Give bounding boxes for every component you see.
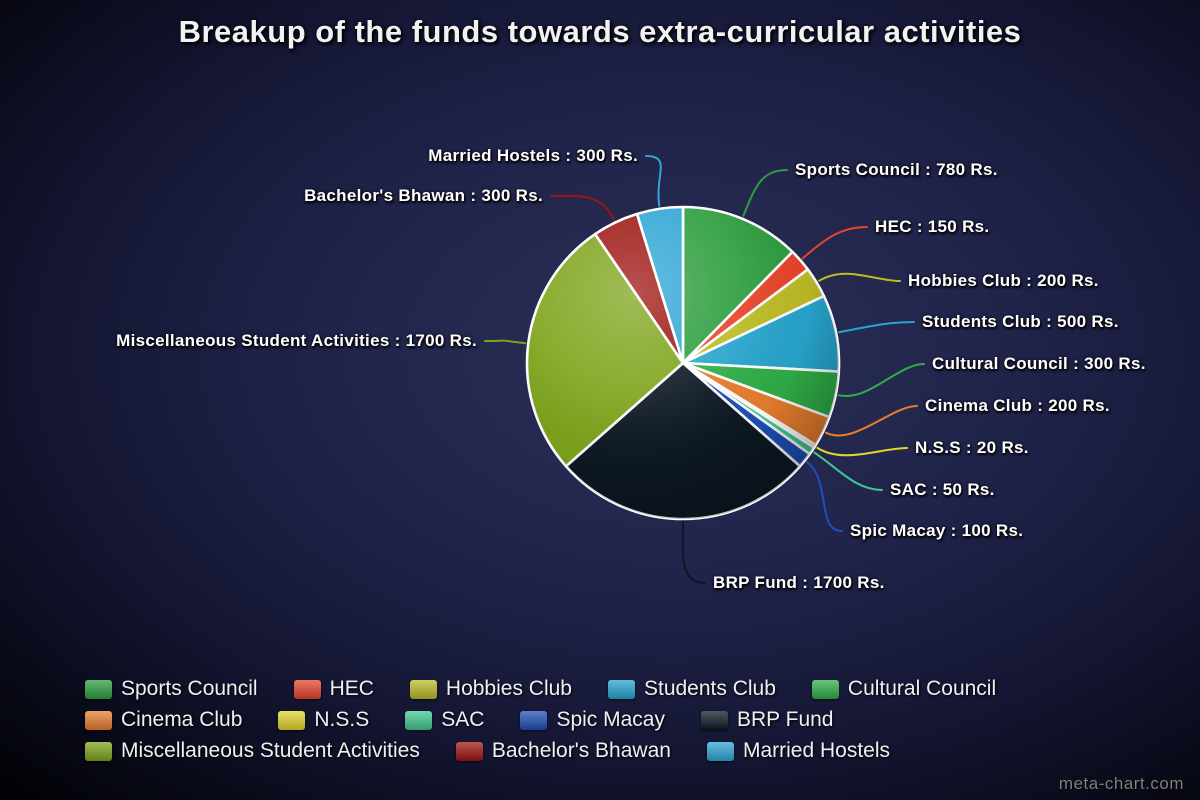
legend-label-sac: SAC (441, 708, 485, 731)
legend-swatch-spic-macay (520, 710, 548, 730)
pie-gloss-overlay (527, 207, 839, 519)
legend-swatch-n-s-s (278, 710, 306, 730)
leader-line-sac (813, 451, 883, 491)
chart-title: Breakup of the funds towards extra-curri… (178, 14, 1022, 49)
legend-item-cinema-club: Cinema Club (85, 708, 242, 732)
leader-line-bachelor-s-bhawan (550, 194, 615, 221)
leader-line-n-s-s (816, 446, 908, 457)
legend-item-sports-council: Sports Council (85, 677, 258, 701)
legend-label-hec: HEC (329, 677, 374, 700)
legend-label-students-club: Students Club (643, 677, 776, 700)
leader-line-brp-fund (681, 521, 706, 584)
legend-label-bachelor-s-bhawan: Bachelor's Bhawan (491, 739, 671, 762)
legend-label-brp-fund: BRP Fund (736, 708, 834, 731)
legend-swatch-hobbies-club (409, 679, 437, 699)
legend-item-cultural-council: Cultural Council (811, 677, 997, 701)
legend-swatch-married-hostels (706, 741, 734, 761)
legend-swatch-bachelor-s-bhawan (455, 741, 483, 761)
leader-line-cinema-club (824, 405, 918, 437)
legend-swatch-cultural-council (811, 679, 839, 699)
watermark-text: meta-chart.com (1058, 774, 1184, 793)
legend-swatch-sports-council (85, 679, 112, 699)
legend-swatch-students-club (607, 679, 635, 699)
chart-legend: Sports Council HEC Hobbies Club Students Cl… (85, 677, 1147, 763)
legend-label-married-hostels: Married Hostels (742, 739, 890, 762)
legend-item-hobbies-club: Hobbies Club (409, 677, 572, 701)
legend-item-bachelor-s-bhawan: Bachelor's Bhawan (455, 739, 671, 763)
legend-label-hobbies-club: Hobbies Club (445, 677, 572, 700)
legend-item-n-s-s: N.S.S (278, 708, 369, 732)
legend-swatch-miscellaneous-student-activities (85, 741, 112, 761)
leader-line-students-club (838, 321, 915, 334)
leader-line-spic-macay (806, 461, 843, 532)
legend-label-sports-council: Sports Council (121, 677, 258, 700)
leader-line-miscellaneous-student-activities (484, 339, 527, 345)
legend-item-students-club: Students Club (607, 677, 776, 701)
leader-line-cultural-council (837, 363, 925, 397)
legend-label-miscellaneous-student-activities: Miscellaneous Student Activities (121, 739, 420, 762)
legend-item-spic-macay: Spic Macay (520, 708, 665, 732)
legend-label-n-s-s: N.S.S (314, 708, 370, 731)
legend-swatch-cinema-club (85, 710, 112, 730)
legend-label-cultural-council: Cultural Council (847, 677, 997, 700)
legend-item-brp-fund: BRP Fund (700, 708, 834, 732)
leader-line-hobbies-club (818, 272, 901, 282)
leader-line-hec (801, 226, 868, 260)
leader-line-sports-council (742, 169, 788, 217)
legend-swatch-sac (405, 710, 433, 730)
legend-label-cinema-club: Cinema Club (121, 708, 243, 731)
legend-item-sac: SAC (405, 708, 484, 732)
legend-item-miscellaneous-student-activities: Miscellaneous Student Activities (85, 739, 420, 763)
legend-swatch-brp-fund (700, 710, 728, 730)
legend-swatch-hec (293, 679, 321, 699)
legend-item-hec: HEC (293, 677, 374, 701)
legend-item-married-hostels: Married Hostels (706, 739, 890, 763)
leader-line-married-hostels (645, 155, 662, 207)
legend-label-spic-macay: Spic Macay (556, 708, 665, 731)
